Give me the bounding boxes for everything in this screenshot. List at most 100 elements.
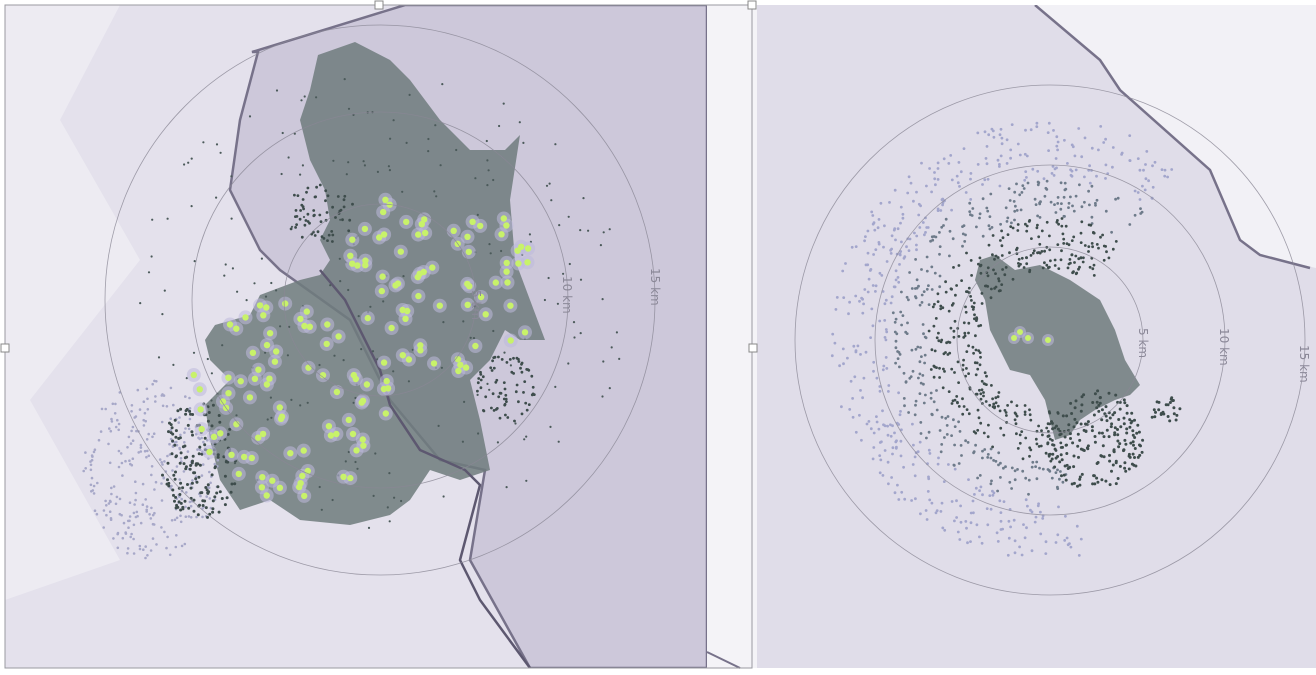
- point: [878, 271, 882, 275]
- point: [1080, 472, 1084, 476]
- point: [955, 284, 958, 287]
- point: [1152, 408, 1156, 412]
- point: [1039, 532, 1043, 536]
- point: [1138, 443, 1141, 447]
- point: [1123, 401, 1127, 405]
- point: [947, 162, 951, 165]
- point: [1025, 224, 1029, 228]
- point: [92, 450, 96, 454]
- point: [1056, 487, 1060, 490]
- point: [942, 224, 945, 227]
- point: [915, 248, 918, 252]
- point: [481, 375, 485, 379]
- point: [287, 156, 290, 159]
- point: [930, 413, 934, 417]
- point: [1133, 213, 1137, 217]
- point: [997, 277, 1000, 281]
- point: [477, 377, 481, 380]
- point: [874, 290, 877, 293]
- point: [932, 375, 936, 379]
- point: [1026, 181, 1030, 185]
- resize-handle[interactable]: [747, 0, 757, 10]
- point: [891, 446, 895, 450]
- point: [253, 282, 256, 285]
- point: [896, 483, 899, 487]
- point: [944, 217, 948, 221]
- point: [1036, 214, 1039, 218]
- point: [1068, 432, 1072, 436]
- highlight-point: [362, 262, 369, 269]
- point: [192, 351, 196, 354]
- resize-handle[interactable]: [748, 343, 758, 353]
- point: [894, 361, 897, 365]
- point: [1091, 267, 1095, 271]
- point: [228, 427, 232, 431]
- point: [938, 245, 942, 249]
- point: [883, 302, 887, 306]
- point: [260, 257, 263, 260]
- point: [206, 483, 210, 487]
- point: [499, 391, 503, 395]
- point: [367, 526, 371, 530]
- point: [99, 430, 103, 433]
- point: [884, 328, 888, 331]
- point: [1023, 404, 1027, 407]
- point: [515, 356, 519, 360]
- highlight-point: [266, 330, 274, 337]
- point: [1157, 408, 1161, 412]
- point: [1033, 520, 1037, 524]
- point: [189, 486, 193, 490]
- point: [930, 288, 934, 291]
- point: [834, 308, 838, 311]
- point: [1072, 425, 1076, 429]
- point: [1078, 475, 1082, 479]
- point: [316, 230, 320, 234]
- resize-handle[interactable]: [0, 343, 10, 353]
- point: [929, 396, 933, 400]
- point: [216, 455, 220, 459]
- point: [523, 438, 526, 441]
- point: [320, 508, 323, 511]
- point: [951, 302, 955, 305]
- point: [1021, 457, 1025, 461]
- point: [89, 483, 93, 487]
- highlight-point: [472, 342, 479, 350]
- highlight-point: [1017, 329, 1023, 335]
- point: [146, 554, 149, 557]
- point: [508, 358, 512, 361]
- point: [331, 240, 334, 243]
- point: [1161, 410, 1165, 414]
- point: [1128, 425, 1132, 429]
- point: [488, 388, 491, 391]
- point: [897, 351, 901, 354]
- point: [1111, 247, 1115, 251]
- point: [914, 287, 917, 290]
- point: [1080, 205, 1084, 209]
- point: [1031, 167, 1035, 171]
- resize-handle[interactable]: [374, 0, 384, 10]
- point: [1049, 259, 1052, 263]
- point: [1108, 416, 1112, 420]
- point: [999, 426, 1003, 430]
- point: [1159, 413, 1163, 416]
- point: [224, 263, 227, 266]
- point: [339, 280, 342, 283]
- point: [956, 401, 959, 405]
- point: [863, 239, 866, 243]
- point: [221, 344, 224, 347]
- point: [549, 425, 552, 428]
- point: [935, 336, 939, 340]
- point: [108, 499, 112, 503]
- point: [213, 466, 217, 470]
- point: [999, 289, 1002, 292]
- point: [211, 403, 215, 407]
- highlight-point: [477, 222, 484, 230]
- point: [520, 370, 524, 374]
- point: [197, 452, 201, 456]
- point: [898, 263, 901, 266]
- point: [170, 426, 174, 430]
- point: [953, 398, 957, 402]
- point: [303, 223, 307, 227]
- point: [1095, 174, 1098, 178]
- point: [119, 452, 123, 455]
